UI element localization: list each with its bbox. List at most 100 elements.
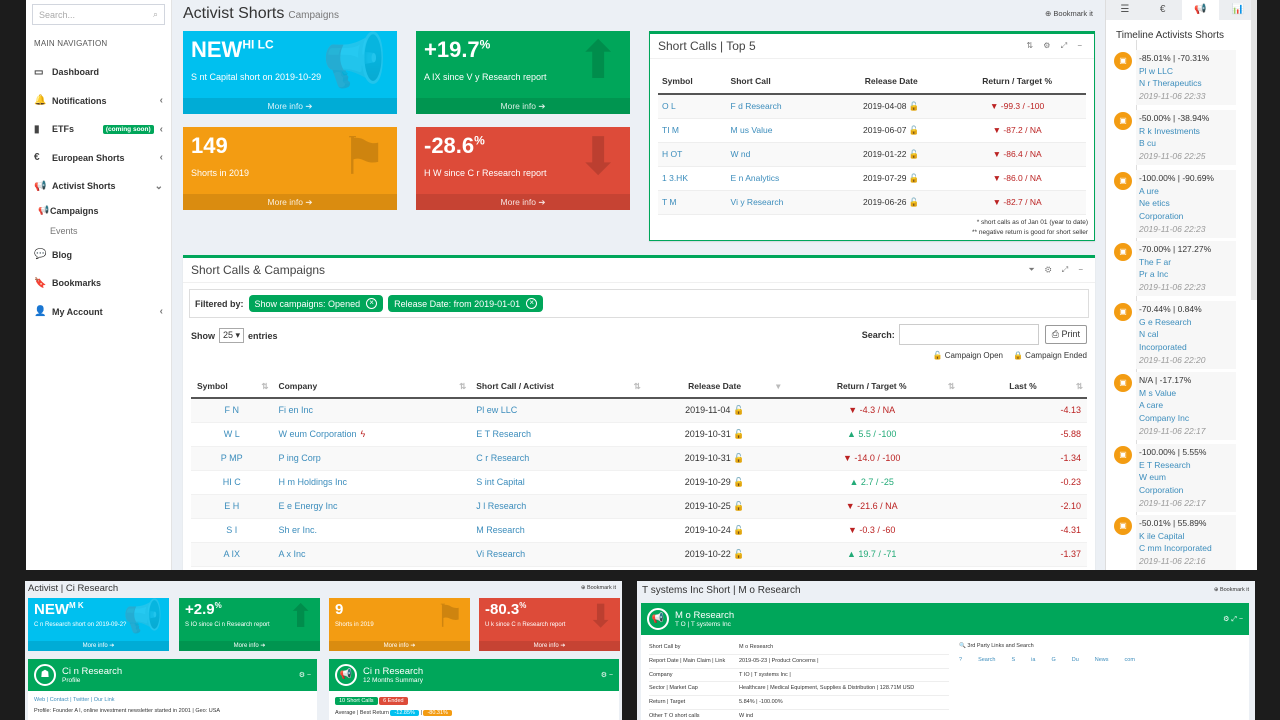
timeline-link[interactable]: E T Research: [1139, 459, 1191, 470]
table-row[interactable]: 1 3.HK E n Analytics 2019-07-29 🔓 ▼ -86.0 /…: [658, 166, 1086, 191]
sidebar-item-blog[interactable]: 💬 Blog: [26, 241, 171, 270]
sort-icon[interactable]: ⇅: [947, 380, 955, 391]
company-cell[interactable]: W eum Corporation ϟ: [272, 422, 471, 447]
timeline-link[interactable]: B cu: [1139, 138, 1157, 149]
timeline-link[interactable]: Corporation: [1139, 485, 1184, 496]
column-header[interactable]: Last % ⇅: [958, 374, 1087, 399]
search-link[interactable]: G: [1051, 657, 1056, 663]
activist-cell[interactable]: Pl ew LLC: [470, 398, 645, 423]
company-cell[interactable]: Fi en Inc: [272, 398, 471, 423]
more-info-link[interactable]: More info ➔: [183, 98, 397, 114]
search-link[interactable]: S: [1011, 657, 1016, 663]
sidebar-subitem-campaigns[interactable]: 📢 Campaigns: [26, 201, 171, 221]
column-header[interactable]: Company ⇅: [272, 374, 471, 399]
sidebar-search[interactable]: Search... ⌕: [32, 4, 165, 25]
table-row[interactable]: A IX A x Inc Vi Research 2019-10-22 🔓 ▲ 19.7…: [191, 542, 1087, 567]
timeline-link[interactable]: W eum: [1139, 472, 1166, 483]
search-input[interactable]: Search...: [39, 9, 76, 20]
short-call-cell[interactable]: M us Value: [726, 118, 835, 143]
sort-icon[interactable]: ▾: [776, 380, 781, 391]
tab-chart-icon[interactable]: 📊: [1231, 4, 1245, 15]
symbol-cell[interactable]: A IX: [191, 542, 273, 567]
timeline-link[interactable]: N cal: [1139, 329, 1159, 340]
sidebar-item-bookmarks[interactable]: 🔖 Bookmarks: [26, 269, 171, 298]
bl-bookmark[interactable]: ⊕ Bookmark it: [580, 585, 616, 591]
sidebar-item-european-shorts[interactable]: € European Shorts ‹: [26, 144, 171, 173]
activist-cell[interactable]: Vi Research: [470, 542, 645, 567]
timeline-link[interactable]: Pr a Inc: [1139, 269, 1169, 280]
timeline-link[interactable]: N r Therapeutics: [1139, 78, 1202, 89]
scrollbar[interactable]: [1251, 0, 1257, 300]
search-icon[interactable]: ⌕: [152, 9, 158, 19]
more-info-link[interactable]: More info ➔: [479, 641, 620, 651]
activist-cell[interactable]: C r Research: [470, 446, 645, 471]
timeline-link[interactable]: M s Value: [1139, 387, 1177, 398]
activist-cell[interactable]: J l Research: [470, 494, 645, 519]
activist-cell[interactable]: M Research: [470, 518, 645, 543]
short-call-cell[interactable]: E n Analytics: [726, 166, 835, 191]
symbol-cell[interactable]: P MP: [191, 446, 273, 471]
table-row[interactable]: H OT W nd 2019-01-22 🔓 ▼ -86.4 / NA: [658, 142, 1086, 167]
symbol-cell[interactable]: W L: [191, 422, 273, 447]
activist-cell[interactable]: E T Research: [470, 422, 645, 447]
bookmark-button[interactable]: ⊕ Bookmark it: [1045, 9, 1093, 18]
entries-select[interactable]: 25 ▾: [219, 328, 245, 343]
column-header[interactable]: Short Call / Activist ⇅: [470, 374, 645, 399]
symbol-cell[interactable]: E H: [191, 494, 273, 519]
timeline-link[interactable]: C mm Incorporated: [1139, 543, 1212, 554]
tab-megaphone-icon[interactable]: 📢: [1181, 0, 1220, 20]
card-tools[interactable]: ⚙ ⤢ −: [1223, 615, 1243, 623]
filter-chip[interactable]: Show campaigns: Opened ×: [248, 295, 384, 312]
symbol-cell[interactable]: 1 3.HK: [658, 166, 727, 191]
symbol-cell[interactable]: TI M: [658, 118, 727, 143]
company-cell[interactable]: P ing Corp: [272, 446, 471, 471]
symbol-cell[interactable]: HI C: [191, 470, 273, 495]
company-cell[interactable]: H m Holdings Inc: [272, 470, 471, 495]
more-info-link[interactable]: More info ➔: [416, 194, 630, 210]
search-link[interactable]: Search: [978, 657, 996, 663]
sidebar-item-etfs[interactable]: ▮ ETFs (coming soon) ‹: [26, 115, 171, 144]
detail-value[interactable]: Healthcare | Medical Equipment, Supplies…: [739, 685, 915, 692]
top5-header[interactable]: Symbol: [658, 69, 727, 95]
timeline-link[interactable]: K ile Capital: [1139, 530, 1185, 541]
short-call-cell[interactable]: F d Research: [726, 94, 835, 119]
detail-value[interactable]: T IO | T systems Inc |: [739, 671, 791, 678]
symbol-cell[interactable]: H OT: [658, 142, 727, 167]
detail-value[interactable]: 5.84% | -100.00%: [739, 699, 783, 706]
detail-value[interactable]: W ind: [739, 712, 754, 719]
company-cell[interactable]: A x Inc: [272, 542, 471, 567]
timeline-link[interactable]: Ne etics: [1139, 198, 1170, 209]
close-icon[interactable]: ×: [526, 298, 538, 309]
filter-chip[interactable]: Release Date: from 2019-01-01 ×: [388, 295, 544, 312]
search-link[interactable]: ia: [1031, 657, 1036, 663]
close-icon[interactable]: ×: [366, 298, 378, 309]
timeline-link[interactable]: Company Inc: [1139, 413, 1190, 424]
search-link[interactable]: Du: [1071, 657, 1079, 663]
timeline-link[interactable]: Corporation: [1139, 211, 1184, 222]
table-search-input[interactable]: [898, 324, 1039, 345]
search-link[interactable]: com: [1124, 657, 1135, 663]
search-link[interactable]: News: [1094, 657, 1109, 663]
symbol-cell[interactable]: O L: [658, 94, 727, 119]
company-cell[interactable]: Sh er Inc.: [272, 518, 471, 543]
sidebar-item-dashboard[interactable]: ▭ Dashboard: [26, 58, 171, 87]
more-info-link[interactable]: More info ➔: [28, 641, 169, 651]
br-bookmark[interactable]: ⊕ Bookmark it: [1213, 587, 1249, 593]
column-header[interactable]: Symbol ⇅: [191, 374, 273, 399]
timeline-link[interactable]: G e Research: [1139, 316, 1192, 327]
short-call-cell[interactable]: Vi y Research: [726, 190, 835, 215]
activist-cell[interactable]: S int Capital: [470, 470, 645, 495]
column-header[interactable]: Release Date ▾: [644, 374, 785, 399]
detail-value[interactable]: M o Research: [739, 644, 774, 650]
table-row[interactable]: T M Vi y Research 2019-06-26 🔓 ▼ -82.7 / NA: [658, 190, 1086, 215]
timeline-link[interactable]: The F ar: [1139, 256, 1172, 267]
more-info-link[interactable]: More info ➔: [329, 641, 470, 651]
timeline-link[interactable]: R k Investments: [1139, 125, 1200, 136]
table-row[interactable]: F N Fi en Inc Pl ew LLC 2019-11-04 🔓 ▼ -4.3 …: [191, 398, 1087, 423]
sidebar-item-activist-shorts[interactable]: 📢 Activist Shorts ⌄: [26, 172, 171, 201]
sort-icon[interactable]: ⇅: [261, 380, 269, 391]
